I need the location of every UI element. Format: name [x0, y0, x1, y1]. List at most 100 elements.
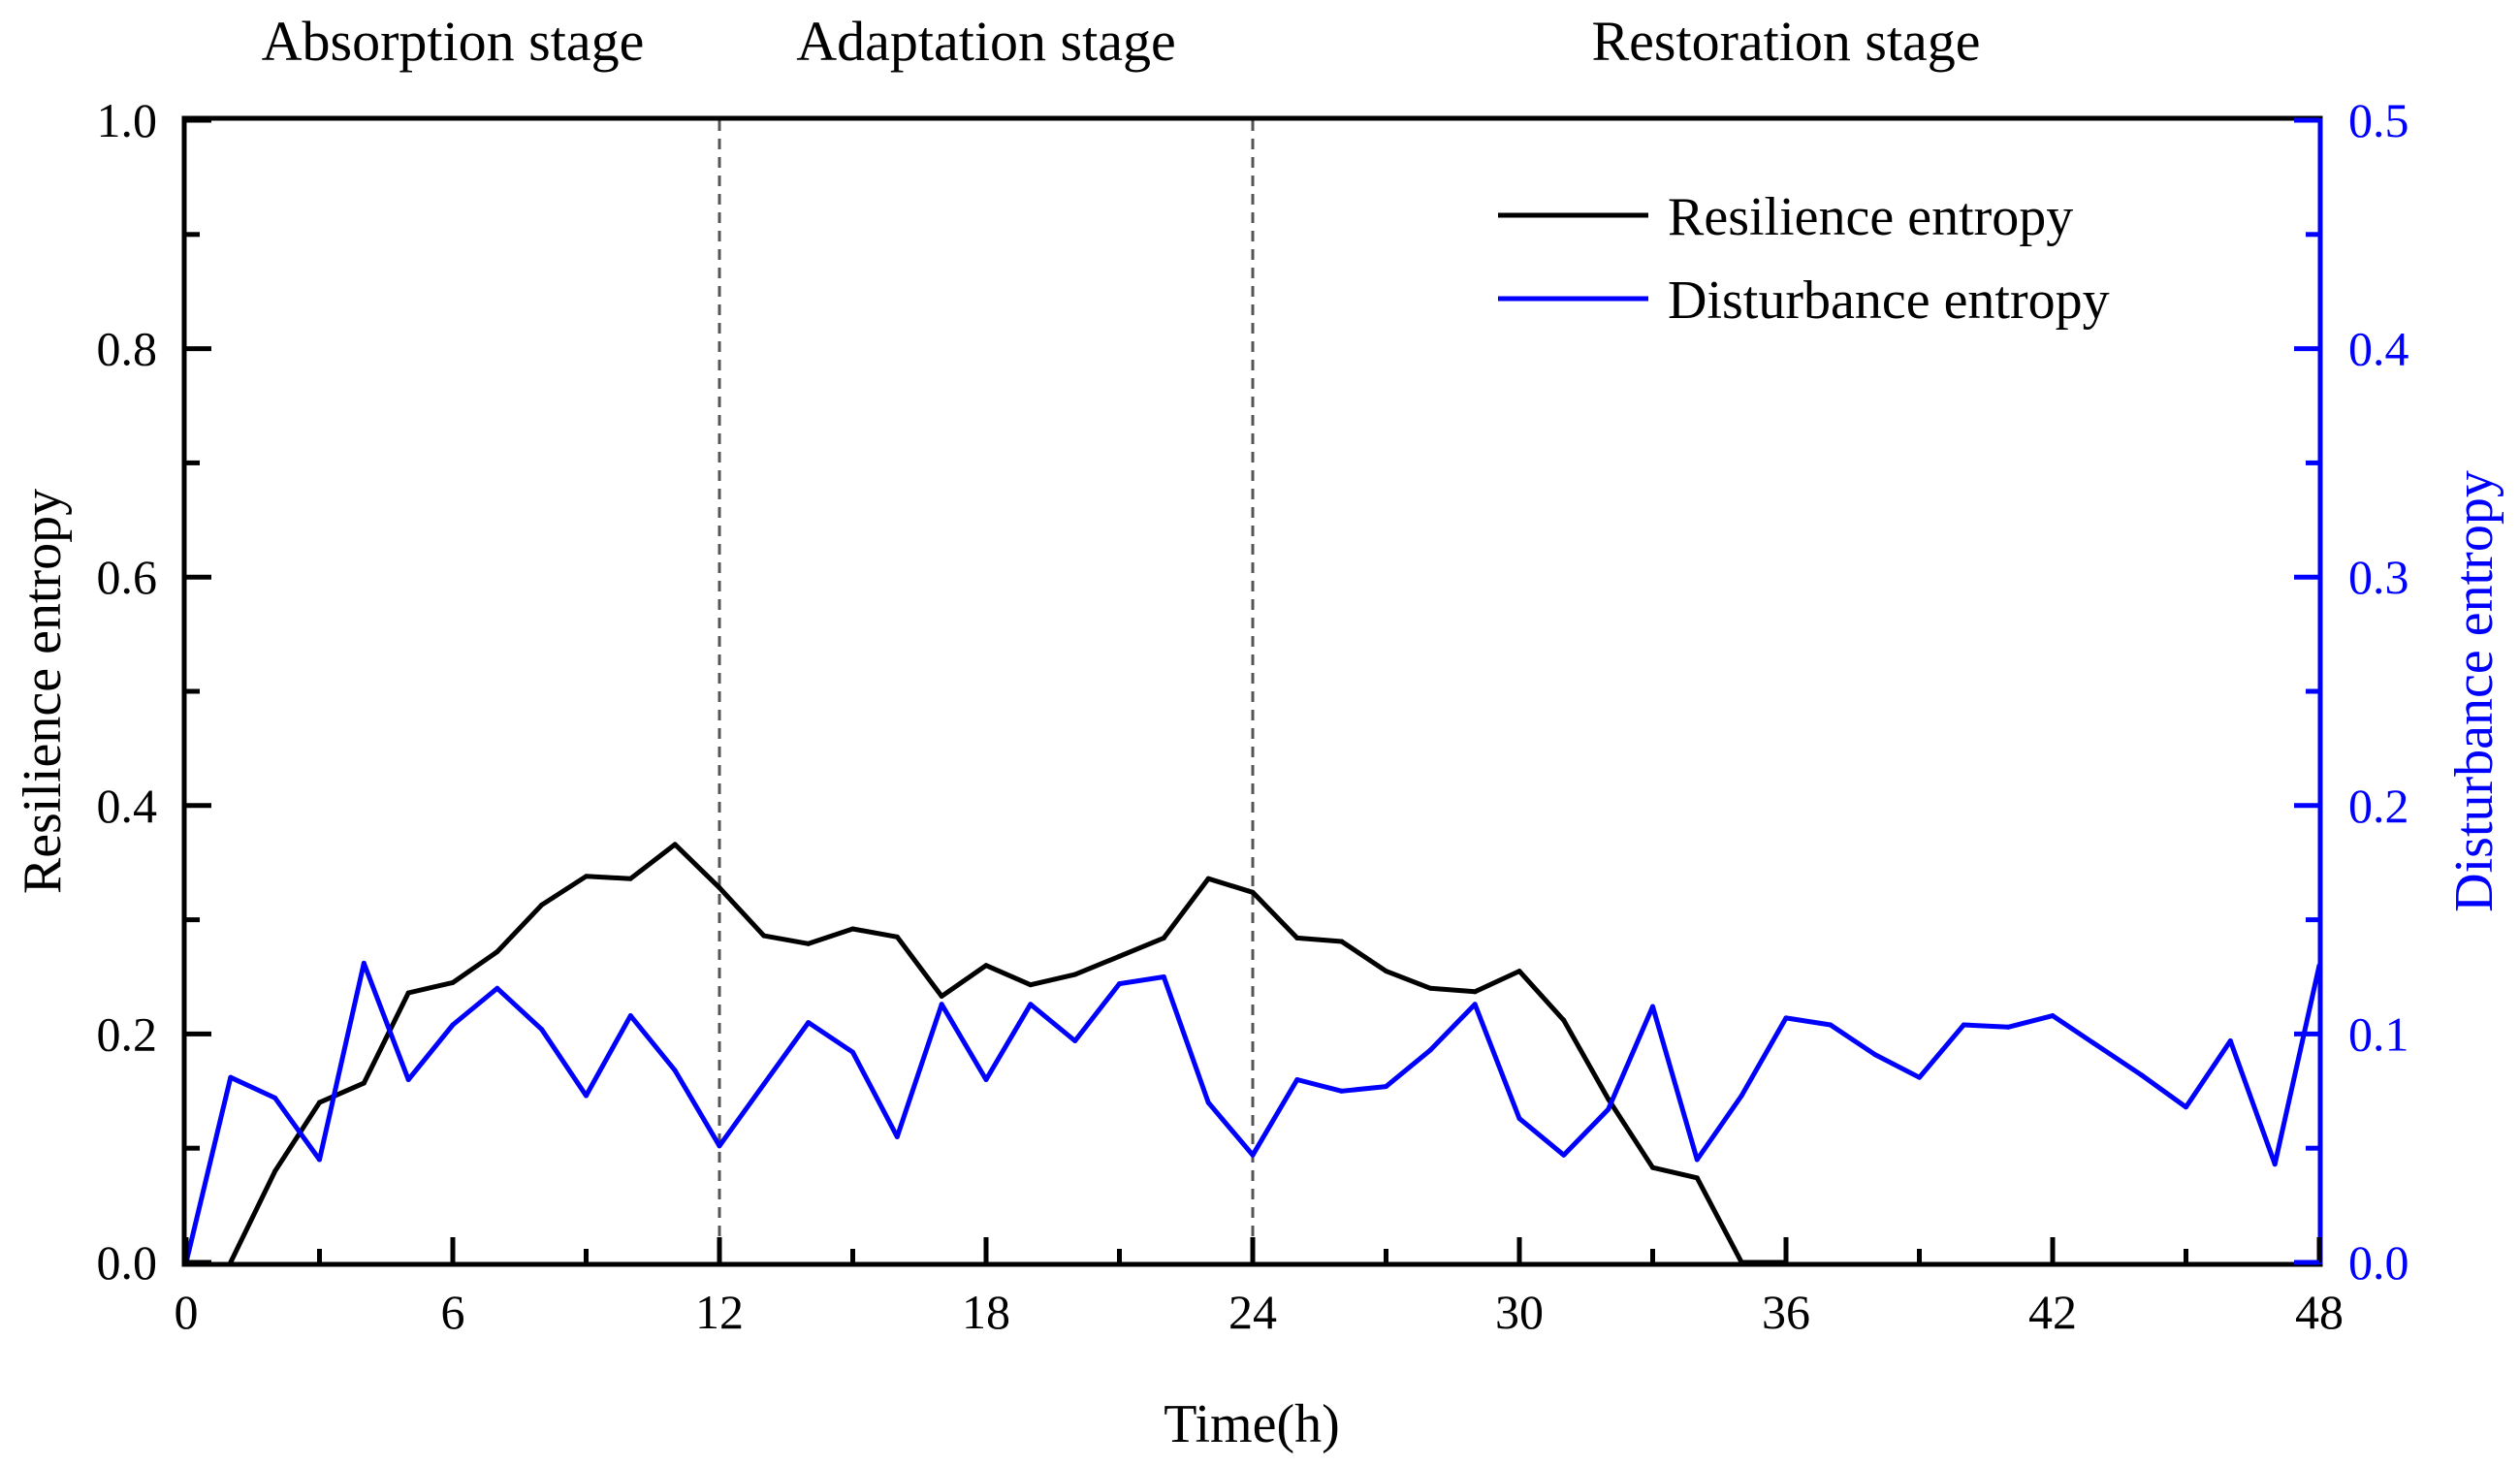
- data-point-resilience: [1650, 1164, 1655, 1170]
- data-point-disturbance: [1117, 981, 1122, 987]
- x-tick-label: 42: [2028, 1285, 2077, 1339]
- data-point-resilience: [1339, 939, 1345, 944]
- data-point-disturbance: [1650, 1004, 1655, 1009]
- legend-label-disturbance: Disturbance entropy: [1668, 271, 2110, 331]
- data-point-disturbance: [361, 960, 367, 966]
- data-point-resilience: [1561, 1017, 1567, 1023]
- x-axis-title: Time(h): [1164, 1394, 1340, 1454]
- data-point-resilience: [405, 990, 411, 996]
- y2-tick-label: 0.2: [2348, 779, 2409, 833]
- data-point-resilience: [627, 876, 633, 881]
- data-point-disturbance: [584, 1093, 589, 1099]
- data-point-disturbance: [272, 1095, 278, 1100]
- data-point-disturbance: [1294, 1077, 1300, 1083]
- data-point-resilience: [1205, 876, 1211, 881]
- data-point-disturbance: [1917, 1074, 1922, 1080]
- data-point-disturbance: [2050, 1013, 2056, 1019]
- left-axis-title: Resilience entropy: [13, 489, 73, 894]
- stage-label: Adaptation stage: [796, 10, 1175, 73]
- data-point-disturbance: [1694, 1157, 1700, 1163]
- data-point-disturbance: [806, 1020, 812, 1026]
- right-axis-title: Disturbance entropy: [2444, 470, 2504, 912]
- y-tick-label: 0.0: [97, 1235, 158, 1290]
- data-point-resilience: [539, 902, 545, 908]
- data-point-disturbance: [539, 1027, 545, 1033]
- axis-ticks: [183, 117, 2322, 1265]
- y2-tick-label: 0.4: [2348, 322, 2409, 376]
- data-point-disturbance: [1339, 1088, 1345, 1094]
- stage-labels: Absorption stage Adaptation stage Restorat…: [262, 10, 1981, 73]
- data-point-disturbance: [2184, 1104, 2188, 1110]
- y-tick-label: 0.2: [97, 1006, 158, 1061]
- data-point-resilience: [272, 1168, 278, 1174]
- data-point-disturbance: [1872, 1052, 1878, 1058]
- data-point-resilience: [806, 941, 812, 946]
- x-tick-label: 6: [441, 1285, 465, 1339]
- data-point-resilience: [1161, 935, 1166, 941]
- data-point-resilience: [1294, 935, 1300, 941]
- stage-dividers: [718, 120, 1255, 1262]
- data-point-resilience: [1117, 953, 1122, 959]
- x-tick-label: 0: [175, 1285, 199, 1339]
- data-point-disturbance: [317, 1157, 322, 1163]
- data-point-disturbance: [1516, 1116, 1522, 1122]
- data-point-disturbance: [1427, 1047, 1433, 1053]
- y2-tick-label: 0.1: [2348, 1006, 2409, 1061]
- y-tick-label: 0.4: [97, 779, 158, 833]
- data-point-disturbance: [2139, 1072, 2145, 1078]
- data-point-disturbance: [894, 1133, 900, 1139]
- data-point-disturbance: [494, 985, 500, 991]
- y-tick-label: 1.0: [97, 93, 158, 147]
- data-point-resilience: [717, 885, 722, 891]
- data-point-disturbance: [1472, 1002, 1478, 1007]
- data-point-resilience: [850, 926, 855, 932]
- data-point-disturbance: [1205, 1100, 1211, 1105]
- x-tick-label: 18: [962, 1285, 1010, 1339]
- data-point-disturbance: [1828, 1022, 1834, 1028]
- data-point-disturbance: [672, 1068, 678, 1073]
- data-point-disturbance: [717, 1143, 722, 1149]
- series-line-resilience: [228, 842, 1786, 1265]
- data-point-disturbance: [228, 1074, 234, 1080]
- data-point-resilience: [983, 963, 989, 969]
- data-point-resilience: [494, 949, 500, 955]
- data-point-resilience: [1427, 985, 1433, 991]
- data-point-disturbance: [2005, 1024, 2011, 1030]
- legend: Resilience entropy Disturbance entropy: [1498, 187, 2110, 331]
- data-point-disturbance: [1783, 1015, 1789, 1021]
- y2-tick-label: 0.5: [2348, 93, 2409, 147]
- right-axis-line: [2317, 118, 2323, 1264]
- data-point-resilience: [584, 874, 589, 879]
- data-point-resilience: [361, 1080, 367, 1086]
- data-point-disturbance: [405, 1077, 411, 1083]
- data-point-disturbance: [983, 1077, 989, 1083]
- data-point-resilience: [450, 979, 456, 985]
- data-point-disturbance: [1250, 1152, 1256, 1158]
- stage-label: Restoration stage: [1591, 10, 1980, 73]
- data-point-resilience: [1472, 989, 1478, 995]
- data-point-resilience: [1694, 1175, 1700, 1181]
- y-tick-label: 0.6: [97, 550, 158, 604]
- data-point-disturbance: [1161, 974, 1166, 979]
- x-tick-label: 30: [1495, 1285, 1544, 1339]
- data-point-disturbance: [1072, 1037, 1078, 1043]
- data-point-resilience: [894, 934, 900, 940]
- tick-labels: 0 6 12 18 24 30 36 42 480.00.20.40.60.81.00.00.1…: [97, 93, 2409, 1339]
- data-point-resilience: [1384, 969, 1388, 974]
- data-point-resilience: [1028, 982, 1034, 988]
- data-point-resilience: [939, 994, 944, 1000]
- data-point-resilience: [1516, 969, 1522, 974]
- data-point-disturbance: [1738, 1093, 1744, 1099]
- data-point-resilience: [317, 1100, 322, 1105]
- data-point-resilience: [1250, 889, 1256, 895]
- y2-tick-label: 0.3: [2348, 550, 2409, 604]
- y-tick-label: 0.8: [97, 322, 158, 376]
- stage-label: Absorption stage: [262, 10, 645, 73]
- data-point-disturbance: [1028, 1002, 1034, 1007]
- data-point-disturbance: [1561, 1152, 1567, 1158]
- data-point-disturbance: [761, 1081, 767, 1087]
- x-tick-label: 12: [695, 1285, 744, 1339]
- data-point-disturbance: [850, 1049, 855, 1055]
- data-point-resilience: [761, 933, 767, 939]
- data-point-disturbance: [1384, 1084, 1388, 1090]
